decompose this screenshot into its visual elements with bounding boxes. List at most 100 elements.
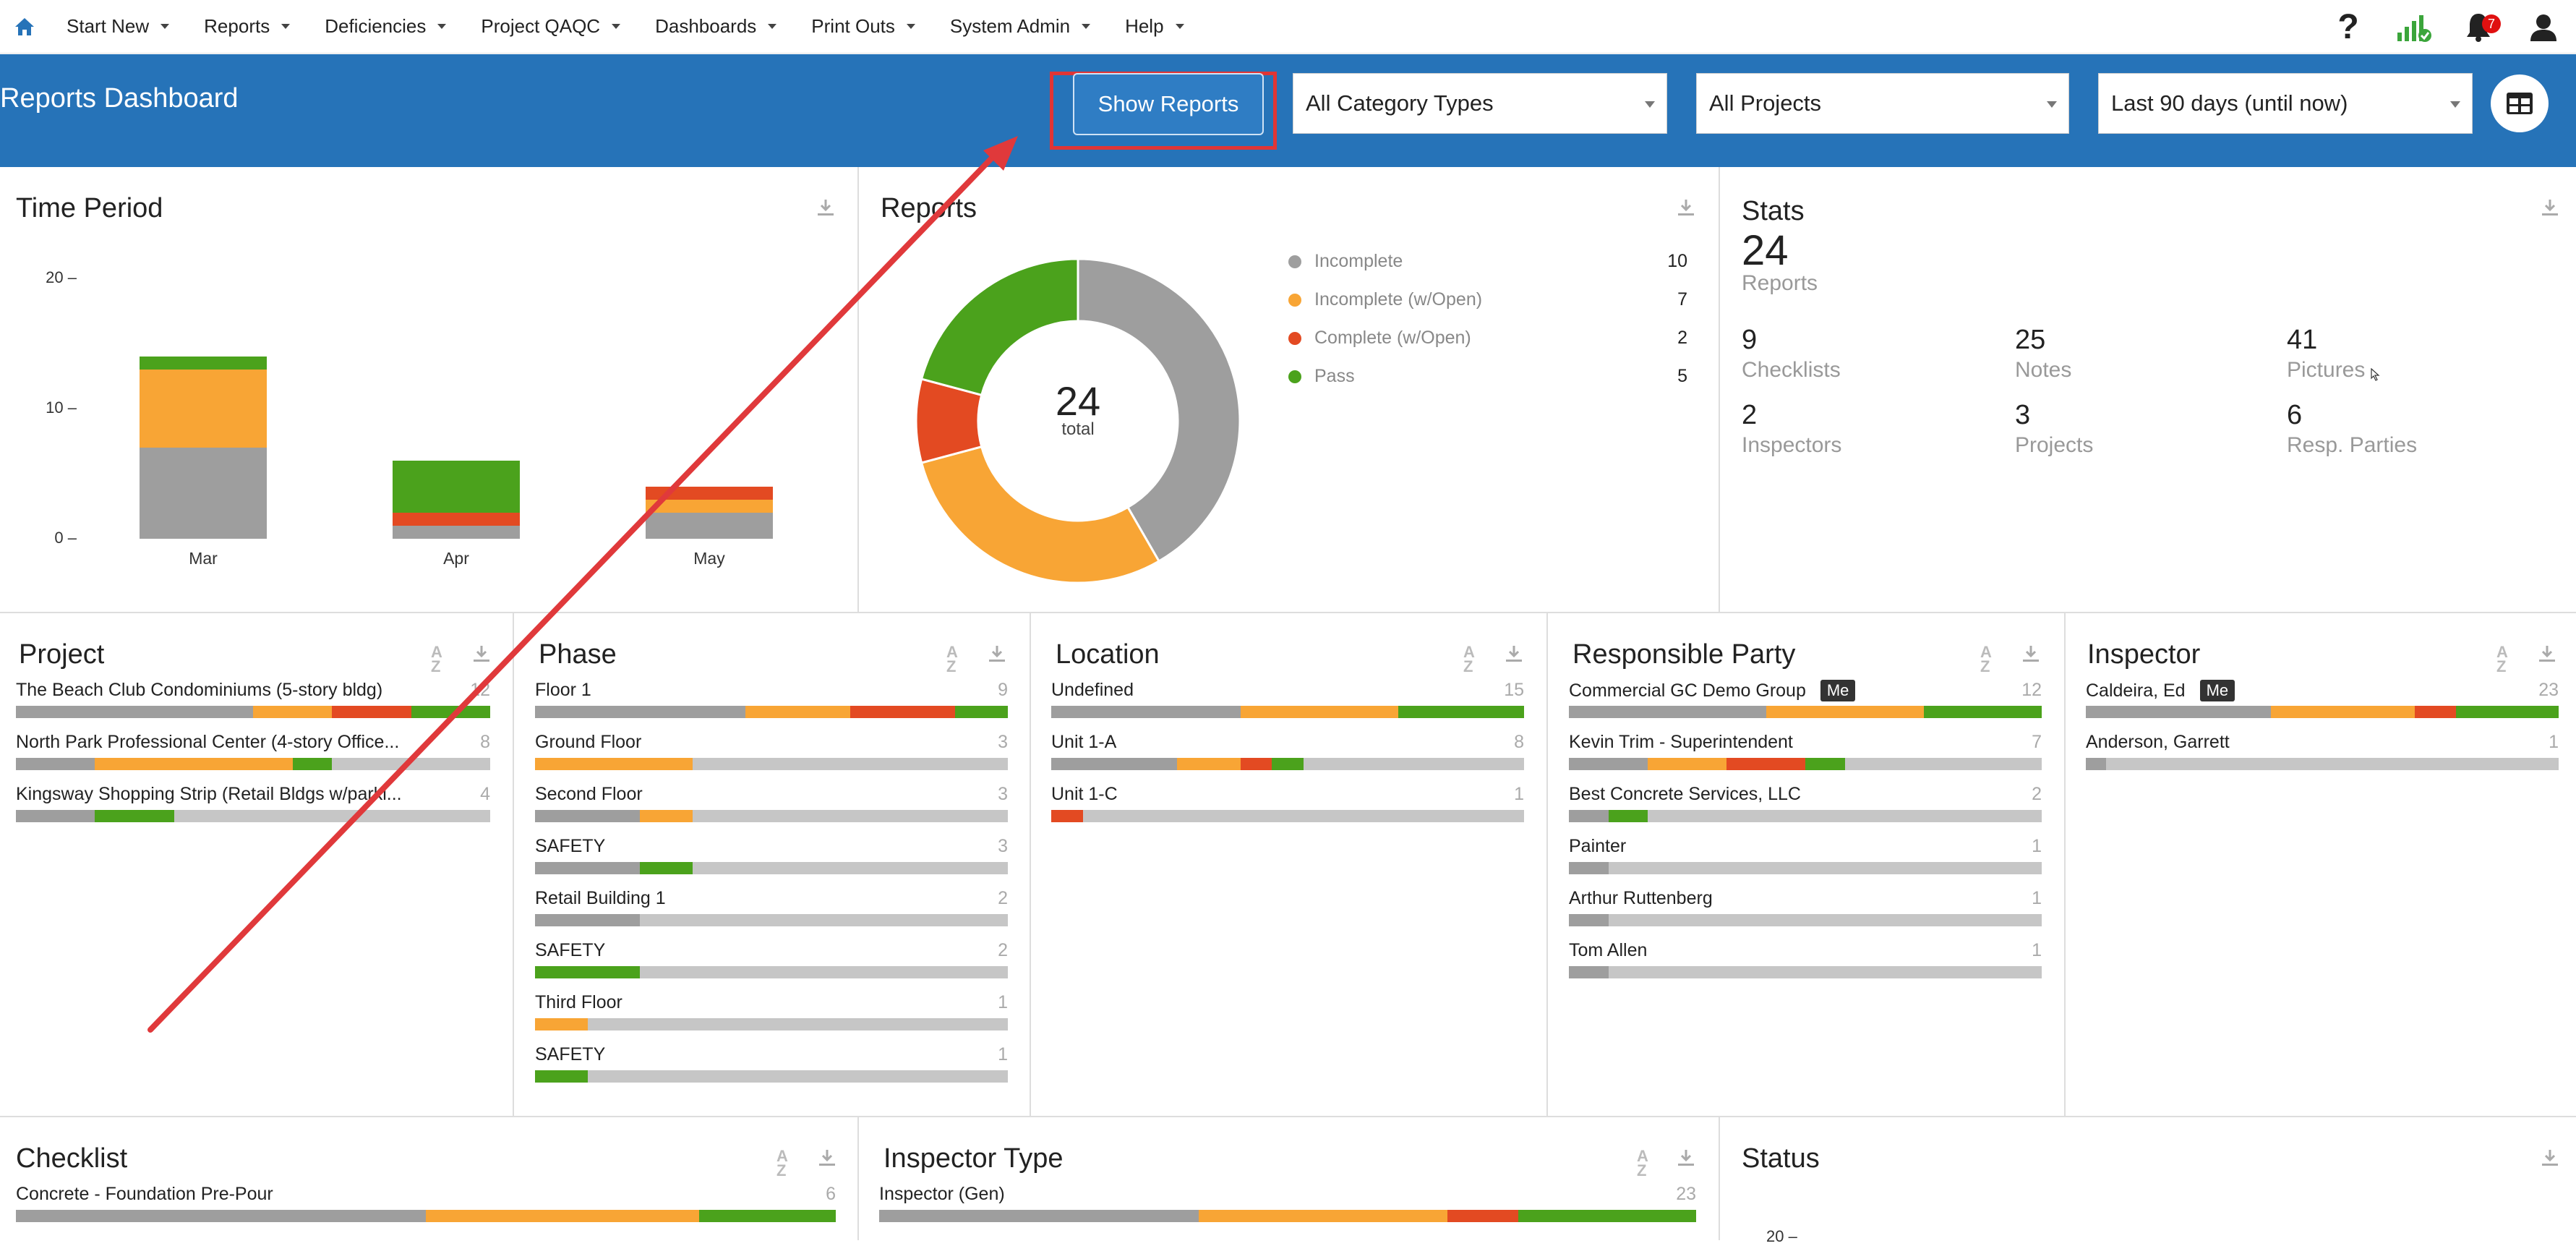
nav-help[interactable]: Help bbox=[1108, 0, 1201, 54]
nav-deficiencies[interactable]: Deficiencies bbox=[307, 0, 463, 54]
status-bar-segment bbox=[1518, 1210, 1696, 1222]
nav-print-outs[interactable]: Print Outs bbox=[794, 0, 933, 54]
list-item-name: Arthur Ruttenberg bbox=[1569, 888, 1713, 908]
nav-project-qaqc[interactable]: Project QAQC bbox=[463, 0, 638, 54]
select-value: All Category Types bbox=[1306, 90, 1494, 116]
download-icon[interactable] bbox=[1676, 197, 1696, 221]
list-item-label: Retail Building 1 bbox=[535, 888, 666, 909]
status-bar-segment bbox=[1447, 1210, 1519, 1222]
nav-dashboards[interactable]: Dashboards bbox=[638, 0, 794, 54]
list-item-count: 8 bbox=[1514, 732, 1524, 752]
bar-segment-mar-0[interactable] bbox=[140, 448, 267, 539]
bar-segment-may-1[interactable] bbox=[646, 500, 773, 513]
list-item-name: Retail Building 1 bbox=[535, 888, 666, 908]
bar-segment-mar-1[interactable] bbox=[140, 370, 267, 448]
download-icon[interactable] bbox=[817, 1148, 837, 1172]
list-item-count: 1 bbox=[2032, 888, 2042, 908]
bar-segment-mar-3[interactable] bbox=[140, 357, 267, 370]
status-bar-segment bbox=[535, 1070, 588, 1083]
nav-reports[interactable]: Reports bbox=[187, 0, 307, 54]
status-bar-segment bbox=[411, 706, 490, 718]
status-bar bbox=[535, 966, 1008, 978]
user-avatar-icon[interactable] bbox=[2511, 0, 2576, 54]
bar-segment-may-0[interactable] bbox=[646, 513, 773, 539]
download-icon[interactable] bbox=[1676, 1148, 1696, 1172]
bar-segment-apr-2[interactable] bbox=[393, 513, 520, 526]
show-reports-button[interactable]: Show Reports bbox=[1073, 73, 1264, 135]
status-bar-segment bbox=[699, 1210, 836, 1222]
date-range-select[interactable]: Last 90 days (until now) bbox=[2098, 73, 2473, 134]
bar-segment-apr-3[interactable] bbox=[393, 461, 520, 513]
download-icon[interactable] bbox=[987, 644, 1007, 667]
donut-slice-incomplete-w-open-[interactable] bbox=[920, 445, 1161, 584]
home-icon[interactable] bbox=[0, 17, 49, 37]
select-value: Last 90 days (until now) bbox=[2111, 90, 2348, 116]
stat-notes-label: Notes bbox=[2015, 358, 2072, 382]
legend-item-incomplete-open[interactable]: Incomplete (w/Open) bbox=[1288, 289, 1482, 310]
donut-slice-incomplete[interactable] bbox=[1077, 257, 1241, 563]
status-bar-segment bbox=[535, 706, 745, 718]
status-bar-segment bbox=[1051, 810, 1083, 822]
status-bar-segment bbox=[640, 862, 693, 874]
stat-checklists-label: Checklists bbox=[1742, 358, 1841, 382]
y-tick-label: 20 – bbox=[1766, 1227, 1797, 1245]
legend-item-complete-open[interactable]: Complete (w/Open) bbox=[1288, 328, 1471, 349]
panel-title: Time Period bbox=[16, 193, 163, 223]
table-icon bbox=[2507, 93, 2533, 114]
list-item-label: Kingsway Shopping Strip (Retail Bldgs w/… bbox=[16, 784, 402, 805]
list-item-label: Third Floor bbox=[535, 992, 622, 1013]
list-item-label: The Beach Club Condominiums (5-story bld… bbox=[16, 680, 382, 701]
time-period-chart bbox=[140, 357, 773, 539]
list-item-label: Commercial GC Demo Group Me bbox=[1569, 680, 1856, 701]
list-item-label: Caldeira, Ed Me bbox=[2086, 680, 2235, 701]
status-bar-segment bbox=[535, 810, 641, 822]
status-bar bbox=[16, 1210, 836, 1222]
divider bbox=[1719, 1116, 1720, 1240]
download-icon[interactable] bbox=[2537, 644, 2557, 667]
notifications-bell-icon[interactable]: 7 bbox=[2446, 0, 2511, 54]
download-icon[interactable] bbox=[2540, 1148, 2560, 1172]
stat-projects-value: 3 bbox=[2015, 400, 2031, 430]
bar-segment-apr-0[interactable] bbox=[393, 526, 520, 539]
nav-start-new[interactable]: Start New bbox=[49, 0, 187, 54]
status-bar-segment bbox=[1240, 758, 1272, 770]
list-item-count: 2 bbox=[998, 888, 1008, 908]
nav-system-admin[interactable]: System Admin bbox=[933, 0, 1108, 54]
list-item-count: 1 bbox=[2032, 836, 2042, 856]
list-item-name: Unit 1-A bbox=[1051, 732, 1117, 752]
bar-segment-may-2[interactable] bbox=[646, 487, 773, 500]
list-item-name: Tom Allen bbox=[1569, 940, 1648, 960]
legend-item-pass[interactable]: Pass bbox=[1288, 366, 1355, 387]
list-item-label: Inspector (Gen) bbox=[879, 1184, 1005, 1205]
list-item-label: SAFETY bbox=[535, 836, 605, 857]
status-bar bbox=[1569, 914, 2042, 926]
me-badge: Me bbox=[1820, 680, 1856, 701]
download-icon[interactable] bbox=[1504, 644, 1524, 667]
download-icon[interactable] bbox=[2540, 197, 2560, 221]
status-bar bbox=[1569, 706, 2042, 718]
download-icon[interactable] bbox=[2021, 644, 2041, 667]
help-icon[interactable]: ? bbox=[2337, 7, 2359, 46]
download-icon[interactable] bbox=[471, 644, 492, 667]
table-view-button[interactable] bbox=[2491, 74, 2549, 132]
status-bar-segment bbox=[95, 758, 293, 770]
status-bar bbox=[16, 810, 490, 822]
donut-slice-pass[interactable] bbox=[920, 257, 1079, 397]
category-type-select[interactable]: All Category Types bbox=[1293, 73, 1667, 134]
legend-item-incomplete[interactable]: Incomplete bbox=[1288, 251, 1403, 272]
signal-status-icon[interactable] bbox=[2381, 0, 2446, 54]
stat-projects-label: Projects bbox=[2015, 433, 2094, 457]
caret-down-icon bbox=[161, 24, 170, 29]
project-select[interactable]: All Projects bbox=[1696, 73, 2069, 134]
status-bar-segment bbox=[426, 1210, 699, 1222]
